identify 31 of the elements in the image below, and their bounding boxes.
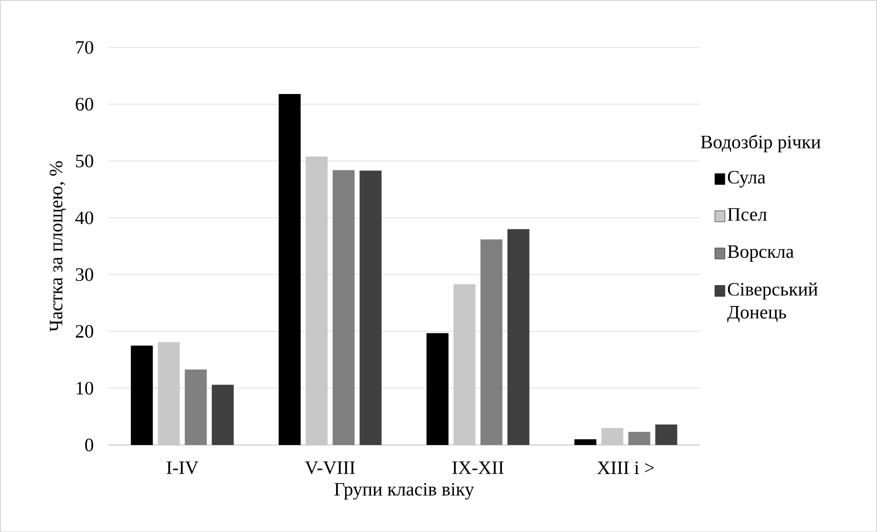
legend-label: Псел [728,208,767,221]
y-axis-title: Частка за площею, % [50,161,66,332]
bar [332,170,355,445]
bar [655,424,678,445]
x-tick-label: XIII і > [597,461,654,474]
y-tick-label: 20 [76,324,94,338]
legend-label: Ворскла [728,245,794,262]
legend-label: Сіверський Донець [727,282,818,322]
y-tick-label: 60 [76,98,94,110]
bar [507,228,530,445]
y-tick-label: 70 [76,40,94,54]
y-tick-label: 50 [76,154,94,168]
y-tick-label: 10 [76,382,94,394]
y-tick-label: 30 [76,268,94,281]
x-tick-label: V-VIII [304,461,355,474]
y-tick-label: 40 [75,211,94,224]
bar [212,384,234,445]
bar [184,369,207,445]
x-tick-label: IX-XII [452,461,504,474]
x-axis-title: Групи класів віку [334,482,474,500]
y-tick-label: 0 [85,438,94,452]
legend-title: Водозбір річки [700,134,821,152]
bar [480,239,502,445]
bar [426,332,448,445]
bar [130,345,153,445]
bar [628,432,650,445]
legend-label: Сула [728,170,766,188]
bar [278,94,301,445]
bar [360,170,382,445]
bar [574,439,596,445]
x-tick-label: I-IV [166,461,198,474]
